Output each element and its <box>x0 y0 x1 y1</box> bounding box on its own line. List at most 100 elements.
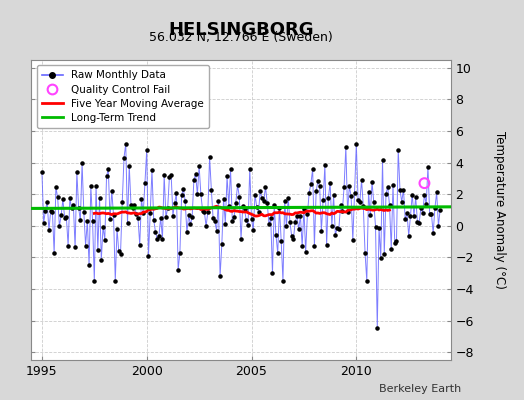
Point <box>340 183 348 190</box>
Point <box>294 226 303 232</box>
Point <box>351 190 359 196</box>
Point <box>73 169 81 176</box>
Point <box>361 250 369 256</box>
Point <box>123 220 132 226</box>
Point <box>331 232 340 238</box>
Point <box>238 202 247 209</box>
Point <box>146 210 155 216</box>
Point <box>162 214 170 220</box>
Point <box>256 188 265 194</box>
Point <box>176 249 184 256</box>
Point <box>369 199 378 206</box>
Point <box>303 211 312 217</box>
Point <box>179 186 188 192</box>
Point <box>359 203 367 210</box>
Point <box>377 254 385 261</box>
Point <box>211 218 219 224</box>
Point <box>241 206 249 213</box>
Point <box>251 192 259 198</box>
Point <box>246 165 254 172</box>
Point <box>57 212 66 219</box>
Point <box>228 218 236 224</box>
Point <box>64 242 72 249</box>
Point <box>352 140 361 147</box>
Point <box>272 232 280 238</box>
Point <box>436 206 444 213</box>
Point <box>94 247 102 254</box>
Point <box>74 204 83 211</box>
Point <box>62 214 71 220</box>
Point <box>275 204 283 211</box>
Point <box>319 196 328 203</box>
Point <box>68 205 76 212</box>
Point <box>110 212 118 218</box>
Point <box>153 236 161 242</box>
Point <box>172 190 181 196</box>
Point <box>431 205 439 211</box>
Point <box>89 218 97 224</box>
Point <box>235 194 244 200</box>
Point <box>274 250 282 256</box>
Point <box>83 218 92 224</box>
Point <box>41 208 50 214</box>
Point <box>130 202 139 208</box>
Y-axis label: Temperature Anomaly (°C): Temperature Anomaly (°C) <box>494 131 506 289</box>
Point <box>102 173 111 180</box>
Point <box>106 216 114 222</box>
Point <box>315 183 324 189</box>
Point <box>420 191 429 198</box>
Point <box>259 198 268 204</box>
Point <box>410 212 418 219</box>
Point <box>348 237 357 244</box>
Point <box>132 211 140 217</box>
Point <box>268 270 277 276</box>
Point <box>149 216 158 223</box>
Point <box>405 232 413 239</box>
Point <box>90 278 99 284</box>
Point <box>322 242 331 248</box>
Point <box>253 204 261 210</box>
Point <box>406 213 414 219</box>
Point <box>354 197 362 203</box>
Point <box>336 202 345 208</box>
Point <box>326 180 334 186</box>
Point <box>342 144 350 150</box>
Point <box>165 173 173 180</box>
Point <box>39 220 48 226</box>
Point <box>170 200 179 206</box>
Point <box>55 223 63 230</box>
Point <box>193 191 202 198</box>
Point <box>233 182 242 188</box>
Point <box>417 204 425 211</box>
Point <box>220 196 228 202</box>
Point <box>335 225 343 232</box>
Point <box>258 195 266 202</box>
Point <box>385 202 394 208</box>
Point <box>296 213 304 219</box>
Point <box>403 210 411 216</box>
Point <box>270 202 278 208</box>
Point <box>399 186 408 193</box>
Point <box>85 262 93 269</box>
Point <box>151 228 160 235</box>
Point <box>115 248 123 255</box>
Point <box>293 213 301 219</box>
Point <box>128 205 137 212</box>
Point <box>160 172 168 178</box>
Point <box>174 267 182 273</box>
Point <box>111 278 119 284</box>
Point <box>188 214 196 221</box>
Point <box>298 243 307 249</box>
Point <box>413 219 422 225</box>
Point <box>148 167 156 174</box>
Point <box>282 223 291 230</box>
Point <box>181 198 189 204</box>
Title: HELSINGBORG: HELSINGBORG <box>168 21 314 39</box>
Point <box>97 257 105 263</box>
Point <box>43 199 51 205</box>
Point <box>242 217 250 223</box>
Point <box>186 221 194 228</box>
Point <box>263 200 271 206</box>
Point <box>261 184 270 190</box>
Point <box>305 190 313 196</box>
